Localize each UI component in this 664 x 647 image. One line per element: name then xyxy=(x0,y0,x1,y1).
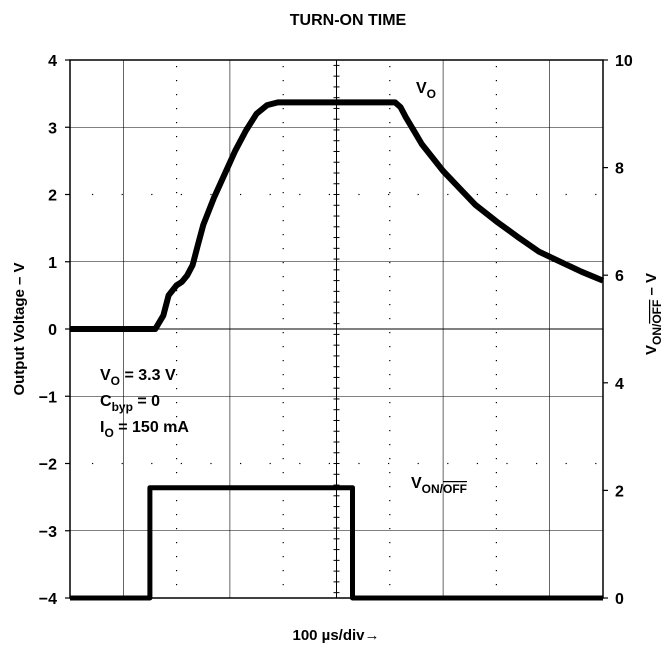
labels: TURN-ON TIME 100 µs/div→ Output Voltage – … xyxy=(11,12,664,644)
left-axis-label: Output Voltage – V xyxy=(11,262,28,395)
left-tick-label: 1 xyxy=(48,255,57,272)
left-tick-label: 3 xyxy=(48,120,57,137)
right-tick-label: 8 xyxy=(615,161,624,178)
left-tick-label: −1 xyxy=(39,389,57,406)
left-tick-label: 2 xyxy=(48,188,57,205)
x-axis-label: 100 µs/div→ xyxy=(292,627,379,644)
right-tick-label: 4 xyxy=(615,376,624,393)
right-axis-label: VON/OFF – V xyxy=(643,273,664,355)
right-tick-label: 2 xyxy=(615,483,624,500)
left-tick-label: −2 xyxy=(39,457,57,474)
condition-line: Cbyp = 0 xyxy=(100,393,160,414)
traces xyxy=(70,99,605,601)
left-tick-label: 4 xyxy=(48,53,57,70)
condition-line: IO = 150 mA xyxy=(100,419,189,440)
left-tick-label: −3 xyxy=(39,524,57,541)
condition-line: VO = 3.3 V xyxy=(100,367,176,388)
left-tick-label: −4 xyxy=(39,591,57,608)
right-tick-label: 10 xyxy=(615,53,633,70)
left-tick-label: 0 xyxy=(48,322,57,339)
chart-title: TURN-ON TIME xyxy=(290,12,407,29)
vo-label: VO xyxy=(416,80,436,101)
grid xyxy=(69,59,604,599)
von-off-label: VON/OFF xyxy=(411,475,467,496)
right-tick-label: 6 xyxy=(615,268,624,285)
vo-trace xyxy=(70,99,605,332)
right-tick-label: 0 xyxy=(615,591,624,608)
von-off-trace xyxy=(70,485,603,601)
